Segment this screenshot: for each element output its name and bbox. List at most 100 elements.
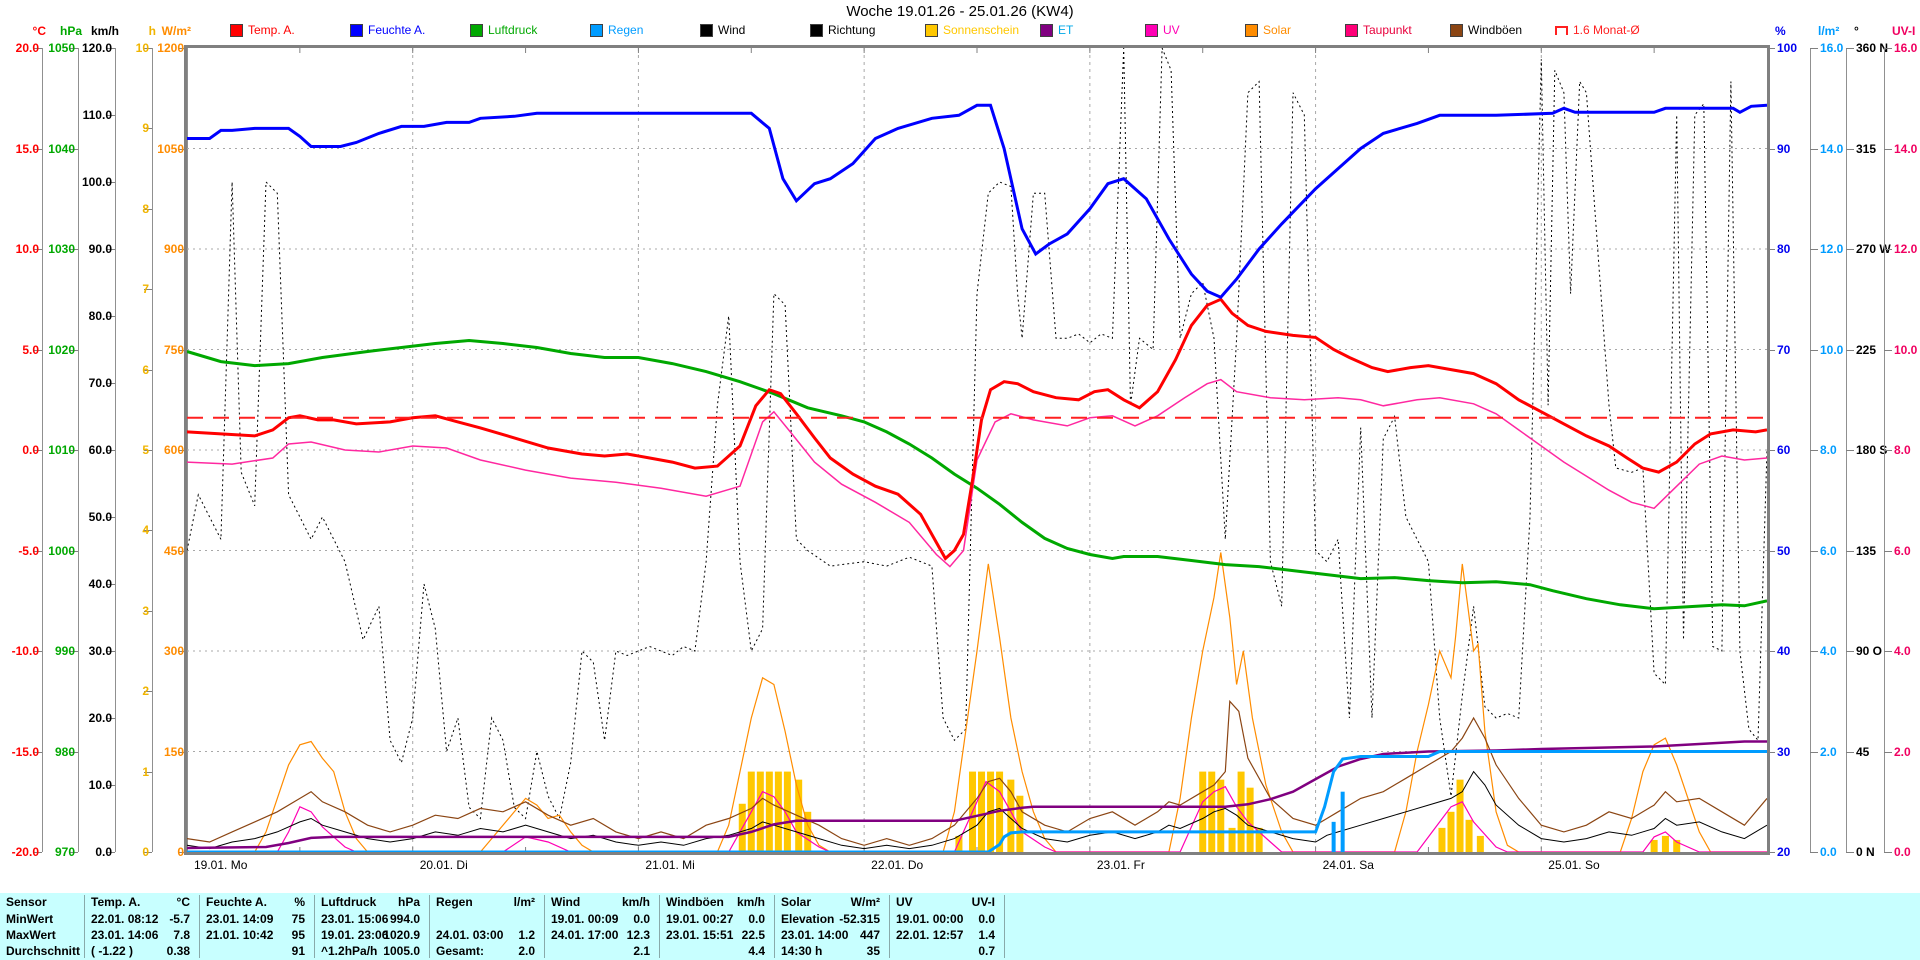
tick-label-deg: 270 W [1856,242,1891,256]
tick-label-lm2: 16.0 [1820,41,1844,55]
tick-label-wm2: 600 [163,443,184,457]
bar-sonnenschein [1661,835,1669,852]
tick-mark [1810,349,1818,351]
table-col-name: Windböen [666,895,724,909]
table-col-unit: W/m² [850,895,880,909]
plot-border [184,45,1770,855]
series-taupunkt [187,378,1767,568]
table-separator [659,895,660,958]
tick-mark [1810,48,1818,49]
table-col-name: Solar [781,895,812,909]
legend-label: Richtung [828,23,876,37]
series-regen [187,750,1767,852]
tick-label-pct: 90 [1777,141,1791,156]
table-cell-value: 447 [859,928,880,942]
legend-item-temp-a-: Temp. A. [230,23,295,37]
table-cell-value: 35 [866,944,880,958]
table-cell-value: -52.315 [839,912,880,926]
legend-label: Solar [1263,23,1292,37]
legend-label: ET [1058,23,1074,37]
tick-label-hpa: 980 [54,744,75,759]
tick-label-lm2: 12.0 [1820,242,1844,256]
table-cell-value: 75 [291,912,305,926]
legend-swatch [590,23,603,37]
tick-label-temp: 20.0 [15,41,39,55]
table-separator [1004,895,1005,958]
legend-label: Temp. A. [248,23,295,37]
legend-swatch [1145,23,1158,37]
tick-label-uvi: 14.0 [1894,141,1918,156]
tick-mark [1810,550,1818,552]
axis-header-wm2: W/m² [161,24,191,38]
tick-mark [1884,48,1892,49]
tick-label-h: 2 [142,684,149,699]
tick-mark [1846,852,1854,853]
legend-swatch [700,23,713,37]
bar-sonnenschein [1465,819,1473,852]
legend-label: Sonnenschein [943,23,1020,37]
legend-item-solar: Solar [1245,23,1291,37]
bar-sonnenschein [1007,779,1015,852]
tick-label-h: 8 [142,201,149,216]
tick-label-hpa: 1030 [48,242,75,256]
tick-mark [1767,450,1775,451]
tick-label-lm2: 2.0 [1820,744,1837,759]
bar-sonnenschein [1246,787,1254,852]
table-cell-label: Elevation [781,912,835,926]
table-cell-value: 0.0 [748,912,765,926]
table-row-header: MaxWert [6,928,56,942]
tick-label-hpa: 1010 [48,443,75,457]
tick-label-wm2: 1050 [157,141,184,156]
tick-label-wm2: 300 [163,644,184,658]
tick-mark [34,349,42,351]
tick-mark [1884,148,1892,150]
tick-mark [1884,249,1892,250]
tick-mark [1884,349,1892,351]
tick-mark [70,249,78,250]
legend-item-richtung: Richtung [810,23,875,37]
bar-sonnenschein [978,771,986,852]
tick-label-uvi: 4.0 [1894,644,1911,658]
tick-label-wm2: 900 [163,242,184,256]
table-separator [429,895,430,958]
tick-label-uvi: 12.0 [1894,242,1918,256]
tick-label-kmh: 40.0 [88,577,112,591]
tick-label-deg: 90 O [1856,644,1883,658]
table-col-unit: l/m² [513,895,535,909]
table-cell-value: 0.38 [166,944,190,958]
tick-label-deg: 315 [1856,141,1877,156]
tick-mark [179,148,187,150]
tick-mark [34,550,42,552]
tick-label-hpa: 1040 [48,141,75,156]
table-cell-label: 14:30 h [781,944,823,958]
tick-mark [70,450,78,451]
table-cell-value: 95 [291,928,305,942]
tick-mark [107,450,115,451]
axis-header-h: h [148,24,156,38]
table-cell-label: 19.01. 00:09 [551,912,619,926]
legend-label: Taupunkt [1363,23,1412,37]
bar-sonnenschein [1199,771,1207,852]
axis-line-h [152,48,153,852]
table-col-unit: km/h [736,895,765,909]
tick-mark [107,785,115,786]
tick-label-pct: 20 [1777,845,1791,859]
tick-mark [107,584,115,585]
tick-mark [107,383,115,384]
axis-header-kmh: km/h [90,24,119,38]
tick-mark [107,852,115,853]
tick-mark [107,517,115,518]
tick-mark [1884,450,1892,451]
series-windboeen [187,699,1767,846]
tick-mark [34,148,42,150]
legend-swatch [1555,25,1568,35]
tick-mark [1884,852,1892,853]
axis-header-pct: % [1775,24,1786,38]
table-cell-value: 22.5 [741,928,765,942]
table-cell-label: 23.01. 15:51 [666,928,734,942]
table-cell-label: ^1.2hPa/h [321,944,378,958]
table-separator [774,895,775,958]
tick-label-lm2: 0.0 [1820,845,1837,859]
legend-item-uv: UV [1145,23,1180,37]
tick-mark [179,450,187,451]
